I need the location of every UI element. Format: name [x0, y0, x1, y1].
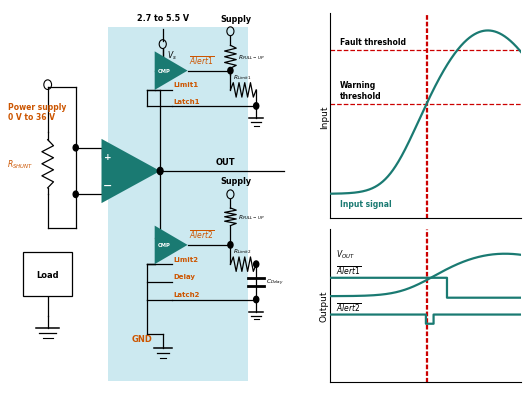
- Text: Power supply
0 V to 36 V: Power supply 0 V to 36 V: [8, 102, 67, 122]
- Text: CMP: CMP: [157, 243, 170, 248]
- Text: $\overline{Alert1}$: $\overline{Alert1}$: [190, 55, 215, 67]
- Circle shape: [254, 297, 259, 303]
- Circle shape: [157, 168, 163, 175]
- Polygon shape: [155, 226, 188, 264]
- Circle shape: [73, 192, 78, 198]
- Text: Load: Load: [36, 270, 59, 279]
- Y-axis label: Input: Input: [320, 105, 329, 128]
- Text: $R_{Limit1}$: $R_{Limit1}$: [233, 73, 252, 82]
- Polygon shape: [102, 140, 160, 204]
- Text: Supply: Supply: [221, 14, 252, 24]
- Text: $V_{OUT}$: $V_{OUT}$: [336, 247, 355, 260]
- Circle shape: [228, 242, 233, 249]
- Circle shape: [73, 145, 78, 152]
- Text: $R_{PULL-UP}$: $R_{PULL-UP}$: [238, 213, 265, 222]
- Text: $\overline{Alert1}$: $\overline{Alert1}$: [336, 265, 361, 277]
- Circle shape: [254, 261, 259, 268]
- Circle shape: [228, 68, 233, 75]
- Polygon shape: [155, 52, 188, 91]
- Text: Limit1: Limit1: [173, 82, 198, 88]
- Text: GND: GND: [132, 335, 152, 344]
- Text: Supply: Supply: [221, 176, 252, 185]
- Text: $R_{PULL-UP}$: $R_{PULL-UP}$: [238, 53, 265, 62]
- Text: Delay: Delay: [173, 274, 195, 280]
- Text: Warning
threshold: Warning threshold: [340, 81, 381, 100]
- Text: $R_{Limit2}$: $R_{Limit2}$: [233, 247, 252, 256]
- Text: Latch1: Latch1: [173, 98, 200, 104]
- Text: Input signal: Input signal: [340, 200, 391, 209]
- Text: OUT: OUT: [216, 157, 236, 166]
- Text: Latch2: Latch2: [173, 292, 200, 297]
- Text: −: −: [103, 180, 112, 190]
- Bar: [23, 252, 72, 297]
- Y-axis label: Output: Output: [320, 290, 329, 321]
- Text: $R_{SHUNT}$: $R_{SHUNT}$: [7, 158, 34, 171]
- Bar: [108, 28, 248, 381]
- Text: $\overline{Alert2}$: $\overline{Alert2}$: [336, 301, 361, 313]
- Text: Fault threshold: Fault threshold: [340, 38, 406, 47]
- Text: $\overline{Alert2}$: $\overline{Alert2}$: [190, 229, 215, 241]
- Text: $C_{Delay}$: $C_{Delay}$: [266, 277, 284, 287]
- Text: 2.7 to 5.5 V: 2.7 to 5.5 V: [137, 14, 189, 23]
- Text: +: +: [104, 153, 111, 162]
- Text: CMP: CMP: [157, 69, 170, 74]
- Text: Limit2: Limit2: [173, 256, 198, 262]
- Circle shape: [254, 104, 259, 110]
- Text: $V_s$: $V_s$: [167, 50, 177, 62]
